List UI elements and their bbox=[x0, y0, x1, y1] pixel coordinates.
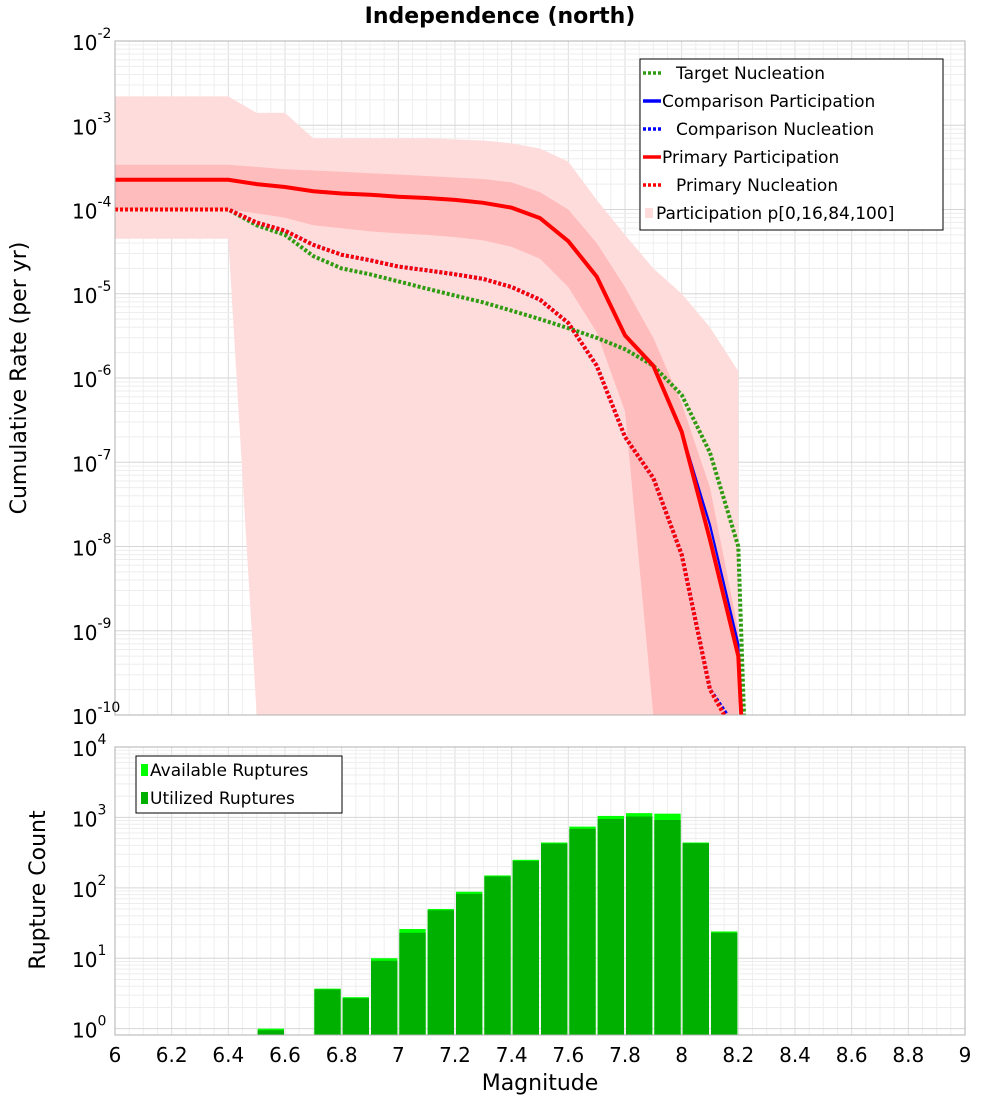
top-y-tick-label: 10-3 bbox=[72, 110, 111, 139]
series-line bbox=[115, 177, 744, 715]
x-tick-label: 8.2 bbox=[722, 1043, 754, 1067]
legend-swatch bbox=[141, 792, 148, 804]
bottom-y-axis-label: Rupture Count bbox=[26, 810, 51, 970]
top-y-axis-label: Cumulative Rate (per yr) bbox=[7, 242, 32, 515]
x-tick-label: 7.2 bbox=[439, 1043, 471, 1067]
top-y-tick-label: 10-4 bbox=[72, 195, 112, 224]
bar-utilized bbox=[257, 1030, 284, 1035]
top-y-tick-label: 10-6 bbox=[72, 363, 112, 392]
bar-utilized bbox=[626, 816, 653, 1035]
legend-box bbox=[639, 58, 944, 231]
legend-label: Comparison Nucleation bbox=[676, 120, 874, 140]
bar-utilized bbox=[711, 932, 738, 1035]
bar-utilized bbox=[654, 819, 681, 1035]
bar-utilized bbox=[399, 932, 426, 1035]
top-y-tick-label: 10-5 bbox=[72, 279, 111, 308]
top-y-tick-label: 10-8 bbox=[72, 532, 111, 561]
bar-utilized bbox=[314, 989, 341, 1035]
bottom-legend: Available Ruptures Utilized Ruptures bbox=[135, 755, 343, 814]
top-plot-frame bbox=[114, 40, 966, 716]
bottom-plot-frame bbox=[114, 746, 966, 1036]
x-tick-label: 9 bbox=[959, 1043, 972, 1067]
x-tick-label: 7.8 bbox=[609, 1043, 641, 1067]
legend-label: Primary Participation bbox=[662, 148, 839, 168]
top-y-tick-label: 10-10 bbox=[72, 700, 120, 729]
legend-label: Comparison Participation bbox=[662, 92, 875, 112]
bar-utilized bbox=[682, 843, 709, 1035]
bottom-y-tick-label: 102 bbox=[72, 873, 106, 902]
bar-utilized bbox=[512, 861, 539, 1035]
rupture-count-plot: 100 101 102 103 104 6 6.2 6.4 6.6 6.8 7 7.2 7.4 7.6 7.… bbox=[72, 732, 971, 1067]
legend-label: Available Ruptures bbox=[150, 761, 308, 781]
legend-label: Target Nucleation bbox=[675, 64, 825, 84]
x-tick-label: 8.4 bbox=[779, 1043, 811, 1067]
x-tick-label: 6.6 bbox=[269, 1043, 301, 1067]
legend-swatch bbox=[645, 208, 653, 218]
top-legend: Target Nucleation Comparison Participatio… bbox=[639, 58, 944, 231]
legend-label: Participation p[0,16,84,100] bbox=[656, 204, 894, 224]
top-y-tick-label: 10-2 bbox=[72, 26, 111, 55]
x-tick-label: 6.4 bbox=[212, 1043, 244, 1067]
bottom-y-tick-label: 100 bbox=[72, 1014, 106, 1043]
bottom-y-tick-label: 101 bbox=[72, 943, 106, 972]
bar-utilized bbox=[541, 843, 568, 1035]
x-tick-label: 7 bbox=[392, 1043, 405, 1067]
bar-utilized bbox=[484, 876, 511, 1035]
cumulative-rate-plot: 10-10 10-9 10-8 10-7 10-6 10-5 10-4 10-3 10-2 Tar… bbox=[72, 26, 966, 729]
x-tick-label: 6.8 bbox=[326, 1043, 358, 1067]
top-chart-title: Independence (north) bbox=[365, 4, 636, 29]
x-tick-label: 6 bbox=[109, 1043, 122, 1067]
x-tick-label: 7.4 bbox=[496, 1043, 528, 1067]
legend-box bbox=[135, 755, 343, 814]
bottom-y-tick-label: 104 bbox=[72, 732, 106, 761]
percentile-band bbox=[115, 164, 739, 715]
legend-swatch bbox=[141, 764, 148, 776]
x-tick-label: 8.8 bbox=[892, 1043, 924, 1067]
x-axis-label: Magnitude bbox=[482, 1071, 599, 1096]
x-tick-label: 8 bbox=[675, 1043, 688, 1067]
bar-utilized bbox=[569, 828, 596, 1035]
x-tick-label: 8.6 bbox=[836, 1043, 868, 1067]
x-tick-label: 7.6 bbox=[552, 1043, 584, 1067]
top-y-tick-label: 10-7 bbox=[72, 447, 111, 476]
bar-utilized bbox=[371, 960, 398, 1035]
bottom-y-tick-label: 103 bbox=[72, 802, 106, 831]
bar-utilized bbox=[342, 998, 369, 1035]
legend-label: Utilized Ruptures bbox=[150, 789, 295, 809]
bar-utilized bbox=[456, 893, 483, 1035]
bar-utilized bbox=[597, 818, 624, 1035]
series-line bbox=[115, 207, 746, 715]
legend-label: Primary Nucleation bbox=[676, 176, 838, 196]
top-plot-content bbox=[115, 96, 746, 715]
top-y-tick-label: 10-9 bbox=[72, 616, 111, 645]
x-tick-label: 6.2 bbox=[156, 1043, 188, 1067]
series-line bbox=[115, 207, 726, 715]
bar-utilized bbox=[427, 910, 454, 1035]
